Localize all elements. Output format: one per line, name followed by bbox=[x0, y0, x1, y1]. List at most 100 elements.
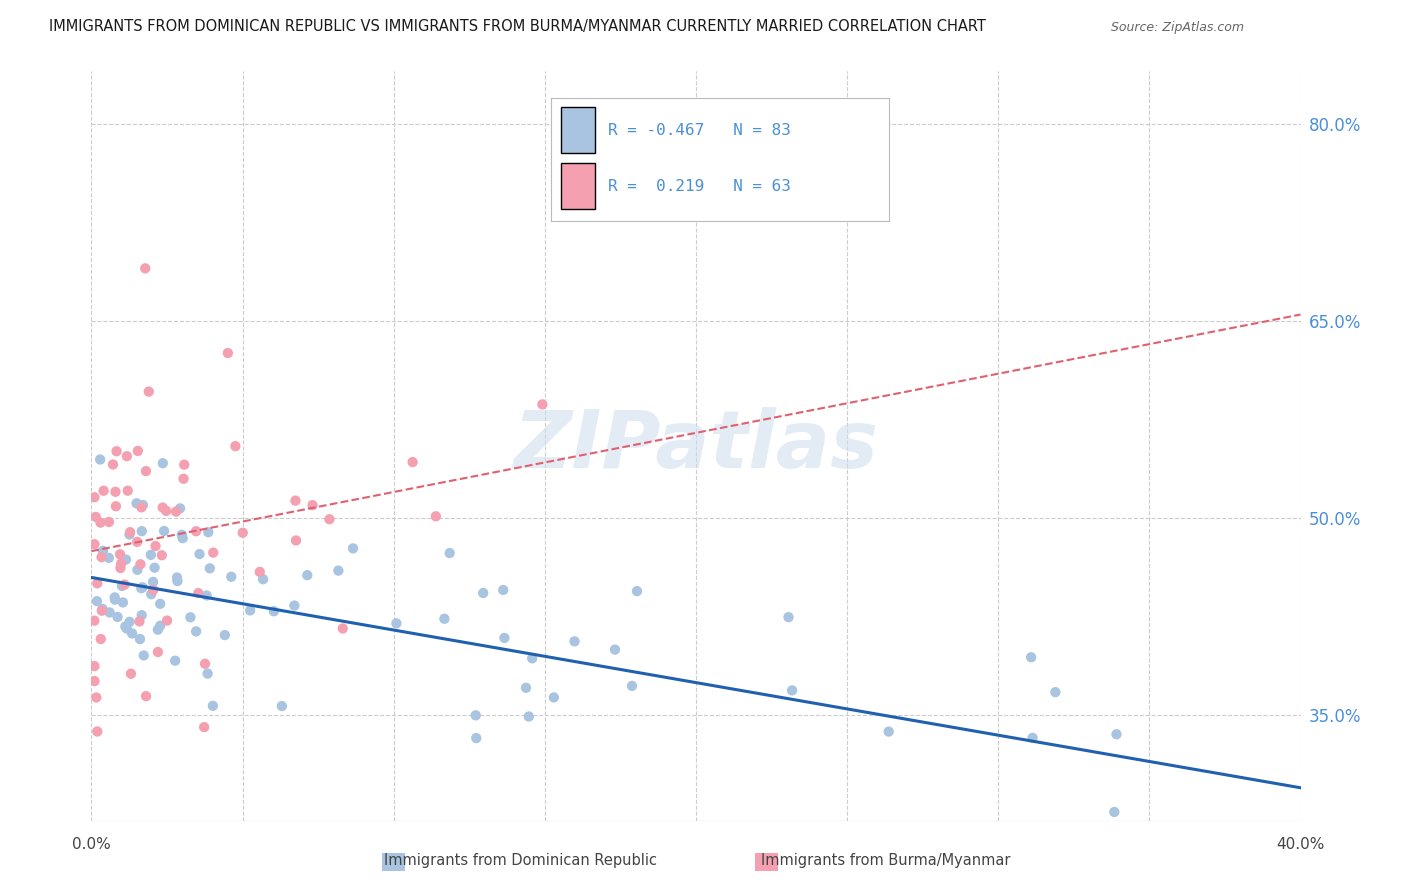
Point bbox=[125, 496, 148, 510]
Point bbox=[270, 699, 292, 714]
Point bbox=[249, 565, 271, 579]
Text: Immigrants from Burma/Myanmar: Immigrants from Burma/Myanmar bbox=[761, 854, 1011, 868]
Point bbox=[620, 679, 643, 693]
Point bbox=[1045, 685, 1067, 699]
Point bbox=[118, 527, 141, 541]
Text: Source: ZipAtlas.com: Source: ZipAtlas.com bbox=[1111, 21, 1244, 34]
Point bbox=[433, 612, 456, 626]
Point bbox=[626, 584, 648, 599]
Point bbox=[494, 631, 516, 645]
Point bbox=[132, 498, 155, 512]
Point bbox=[114, 619, 136, 633]
Point bbox=[134, 261, 156, 276]
Point bbox=[131, 608, 153, 623]
Point bbox=[131, 580, 153, 594]
Point bbox=[127, 563, 149, 577]
Point bbox=[117, 483, 139, 498]
Point bbox=[425, 509, 447, 524]
Point bbox=[107, 610, 129, 624]
Point bbox=[173, 458, 195, 472]
Point bbox=[263, 604, 285, 618]
Point bbox=[83, 659, 105, 673]
Point bbox=[91, 543, 114, 558]
Point bbox=[86, 576, 108, 591]
Point bbox=[132, 648, 155, 663]
Point bbox=[152, 500, 174, 515]
Text: 0.0%: 0.0% bbox=[72, 838, 111, 852]
Point bbox=[184, 524, 207, 539]
Point bbox=[104, 592, 127, 607]
Point bbox=[252, 572, 274, 586]
Point bbox=[464, 708, 486, 723]
Point bbox=[214, 628, 236, 642]
Point bbox=[195, 589, 218, 603]
Point bbox=[170, 528, 193, 542]
Point bbox=[156, 614, 179, 628]
Point bbox=[187, 586, 209, 600]
Point bbox=[515, 681, 537, 695]
Point bbox=[127, 444, 149, 458]
Point bbox=[165, 505, 187, 519]
Point bbox=[104, 500, 127, 514]
Point bbox=[145, 539, 167, 553]
Point bbox=[104, 591, 127, 605]
Point bbox=[1019, 650, 1042, 665]
Point bbox=[142, 574, 165, 589]
Point bbox=[522, 651, 544, 665]
Point bbox=[139, 548, 162, 562]
Point bbox=[115, 449, 138, 463]
Point bbox=[98, 606, 121, 620]
Point bbox=[121, 626, 143, 640]
Point bbox=[115, 622, 138, 636]
Point bbox=[778, 610, 800, 624]
Point bbox=[141, 587, 163, 601]
Point bbox=[90, 604, 112, 618]
Point bbox=[194, 657, 217, 671]
Point bbox=[111, 579, 134, 593]
Point bbox=[89, 516, 111, 530]
Point bbox=[385, 616, 408, 631]
Point bbox=[603, 642, 626, 657]
Point bbox=[155, 504, 177, 518]
Point bbox=[172, 531, 194, 545]
Point bbox=[219, 570, 242, 584]
Point bbox=[492, 582, 515, 597]
Point bbox=[153, 524, 176, 538]
Text: 40.0%: 40.0% bbox=[1277, 838, 1324, 852]
Point bbox=[110, 557, 132, 571]
Point bbox=[284, 493, 307, 508]
Point bbox=[232, 525, 254, 540]
Point bbox=[517, 709, 540, 723]
Point bbox=[127, 534, 149, 549]
Point bbox=[188, 547, 211, 561]
Text: Immigrants from Dominican Republic: Immigrants from Dominican Republic bbox=[384, 854, 657, 868]
Point bbox=[202, 546, 225, 560]
Point bbox=[439, 546, 461, 560]
Point bbox=[129, 558, 152, 572]
Point bbox=[297, 568, 319, 582]
Point bbox=[84, 690, 107, 705]
Point bbox=[179, 610, 201, 624]
Point bbox=[97, 550, 120, 565]
Point bbox=[239, 603, 262, 617]
Point bbox=[131, 524, 153, 538]
Point bbox=[332, 622, 354, 636]
Point bbox=[342, 541, 364, 556]
Point bbox=[184, 624, 207, 639]
Point bbox=[91, 602, 114, 616]
Point bbox=[564, 634, 586, 648]
Point bbox=[166, 570, 188, 584]
Point bbox=[138, 384, 160, 399]
Point bbox=[135, 689, 157, 703]
Point bbox=[197, 525, 219, 540]
Point bbox=[84, 509, 107, 524]
Point bbox=[318, 512, 340, 526]
Point bbox=[152, 456, 174, 470]
Point bbox=[197, 666, 219, 681]
Point bbox=[1105, 727, 1128, 741]
Point bbox=[543, 690, 565, 705]
Point bbox=[115, 552, 138, 566]
Point bbox=[877, 724, 900, 739]
Point bbox=[118, 615, 141, 629]
Point bbox=[165, 654, 187, 668]
